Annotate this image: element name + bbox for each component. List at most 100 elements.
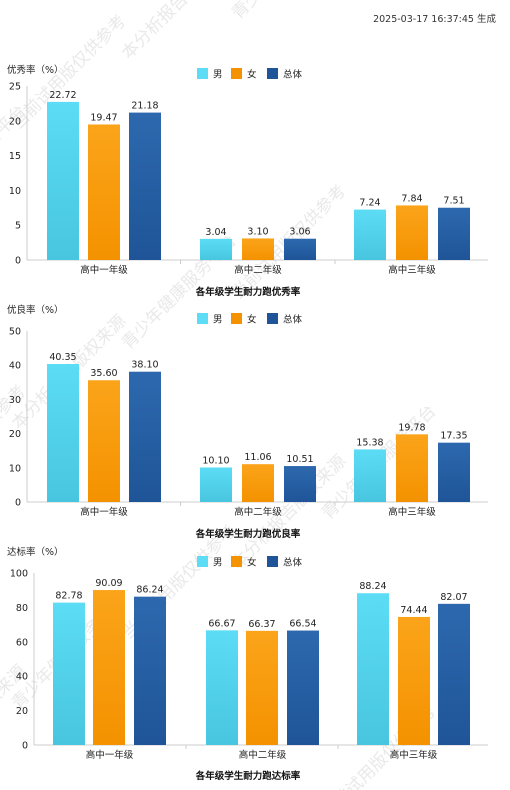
legend-label: 男 [213,70,223,81]
legend-item[interactable]: 女 [231,68,257,81]
bar[interactable] [129,112,161,261]
chart-title: 各年级学生耐力跑达标率 [195,770,301,782]
bar[interactable] [396,205,428,260]
bar[interactable] [88,124,120,260]
bar[interactable] [357,593,389,745]
bar-value-label: 15.38 [356,437,383,448]
legend: 男 女 总体 [197,68,303,81]
legend-swatch [267,313,278,324]
bar[interactable] [134,596,166,745]
legend-label: 总体 [283,557,303,569]
bar-value-label: 3.06 [289,227,310,238]
y-tick-label: 40 [16,672,28,683]
chart-3: 达标率（%） 男 女 总体 0 20 40 60 80 100 82.78 90.09 86.24 高中一… [7,546,488,782]
bar-value-label: 3.10 [247,226,268,237]
x-tick-label: 高中一年级 [80,264,128,276]
bar-value-label: 10.51 [286,454,313,465]
bar-value-label: 82.78 [55,591,82,602]
bar[interactable] [47,364,79,502]
bar[interactable] [354,449,386,502]
bar-value-label: 19.78 [398,422,425,433]
bar-value-label: 7.51 [443,196,464,207]
bar[interactable] [93,590,125,745]
x-tick-label: 高中一年级 [86,749,134,761]
bar[interactable] [284,238,316,260]
bar[interactable] [246,630,278,745]
bar[interactable] [438,603,470,745]
x-tick-label: 高中三年级 [388,506,436,518]
legend-item[interactable]: 女 [231,313,257,326]
y-tick-label: 20 [16,706,28,717]
chart-title: 各年级学生耐力跑优良率 [195,528,301,540]
bar-value-label: 90.09 [95,578,122,589]
legend-item[interactable]: 总体 [267,556,303,569]
legend-label: 男 [213,315,223,326]
y-tick-label: 50 [9,327,21,338]
bar[interactable] [88,380,120,502]
y-axis-label: 优良率（%） [7,304,64,316]
bar[interactable] [242,464,274,502]
legend-item[interactable]: 男 [197,556,223,569]
bar-value-label: 88.24 [359,581,386,592]
legend-item[interactable]: 女 [231,556,257,569]
legend-swatch [197,313,208,324]
x-tick-label: 高中三年级 [388,264,436,276]
y-tick-label: 30 [9,395,21,406]
bar-value-label: 74.44 [400,605,427,616]
legend: 男 女 总体 [197,313,303,326]
chart-title: 各年级学生耐力跑优秀率 [195,286,301,298]
legend-label: 总体 [283,314,303,326]
bar[interactable] [438,442,470,502]
bar-value-label: 35.60 [90,368,117,379]
legend-item[interactable]: 总体 [267,313,303,326]
bar[interactable] [242,238,274,260]
bar[interactable] [53,602,85,745]
legend-swatch [267,556,278,567]
legend-label: 总体 [283,69,303,81]
legend-item[interactable]: 总体 [267,68,303,81]
bar-value-label: 7.24 [359,198,380,209]
bar-value-label: 22.72 [49,90,76,101]
bar[interactable] [47,101,79,260]
bar[interactable] [200,467,232,502]
bar-value-label: 21.18 [131,101,158,112]
x-tick-label: 高中一年级 [80,506,128,518]
legend-label: 女 [247,557,257,569]
y-tick-label: 100 [10,569,28,580]
bar[interactable] [206,630,238,745]
bar-value-label: 40.35 [49,352,76,363]
legend-label: 女 [247,314,257,326]
y-tick-label: 10 [9,186,21,197]
bar[interactable] [129,371,161,502]
bar[interactable] [354,209,386,260]
legend-item[interactable]: 男 [197,313,223,326]
y-tick-label: 20 [9,429,21,440]
bar[interactable] [200,238,232,260]
bar[interactable] [284,466,316,502]
bar-value-label: 19.47 [90,112,117,123]
y-tick-label: 15 [9,151,21,162]
bar[interactable] [396,434,428,502]
bar[interactable] [438,207,470,260]
bar-value-label: 17.35 [440,431,467,442]
legend-swatch [197,68,208,79]
bar-value-label: 66.37 [248,619,275,630]
bar-value-label: 82.07 [440,592,467,603]
chart-1: 优秀率（%） 男 女 总体 0 5 10 15 20 25 22.72 19.47 21.18 高中一年级… [7,64,488,298]
y-tick-label: 80 [16,603,28,614]
legend-swatch [197,556,208,567]
y-tick-label: 0 [22,741,28,752]
legend-item[interactable]: 男 [197,68,223,81]
y-axis-label: 优秀率（%） [7,64,64,76]
bar-value-label: 7.84 [401,193,422,204]
y-axis-label: 达标率（%） [7,546,64,558]
bar-value-label: 66.54 [289,619,316,630]
bar[interactable] [398,616,430,745]
bar-value-label: 66.67 [208,618,235,629]
bar[interactable] [287,630,319,745]
legend-label: 男 [213,558,223,569]
legend-swatch [231,556,242,567]
y-tick-label: 20 [9,116,21,127]
y-tick-label: 60 [16,637,28,648]
